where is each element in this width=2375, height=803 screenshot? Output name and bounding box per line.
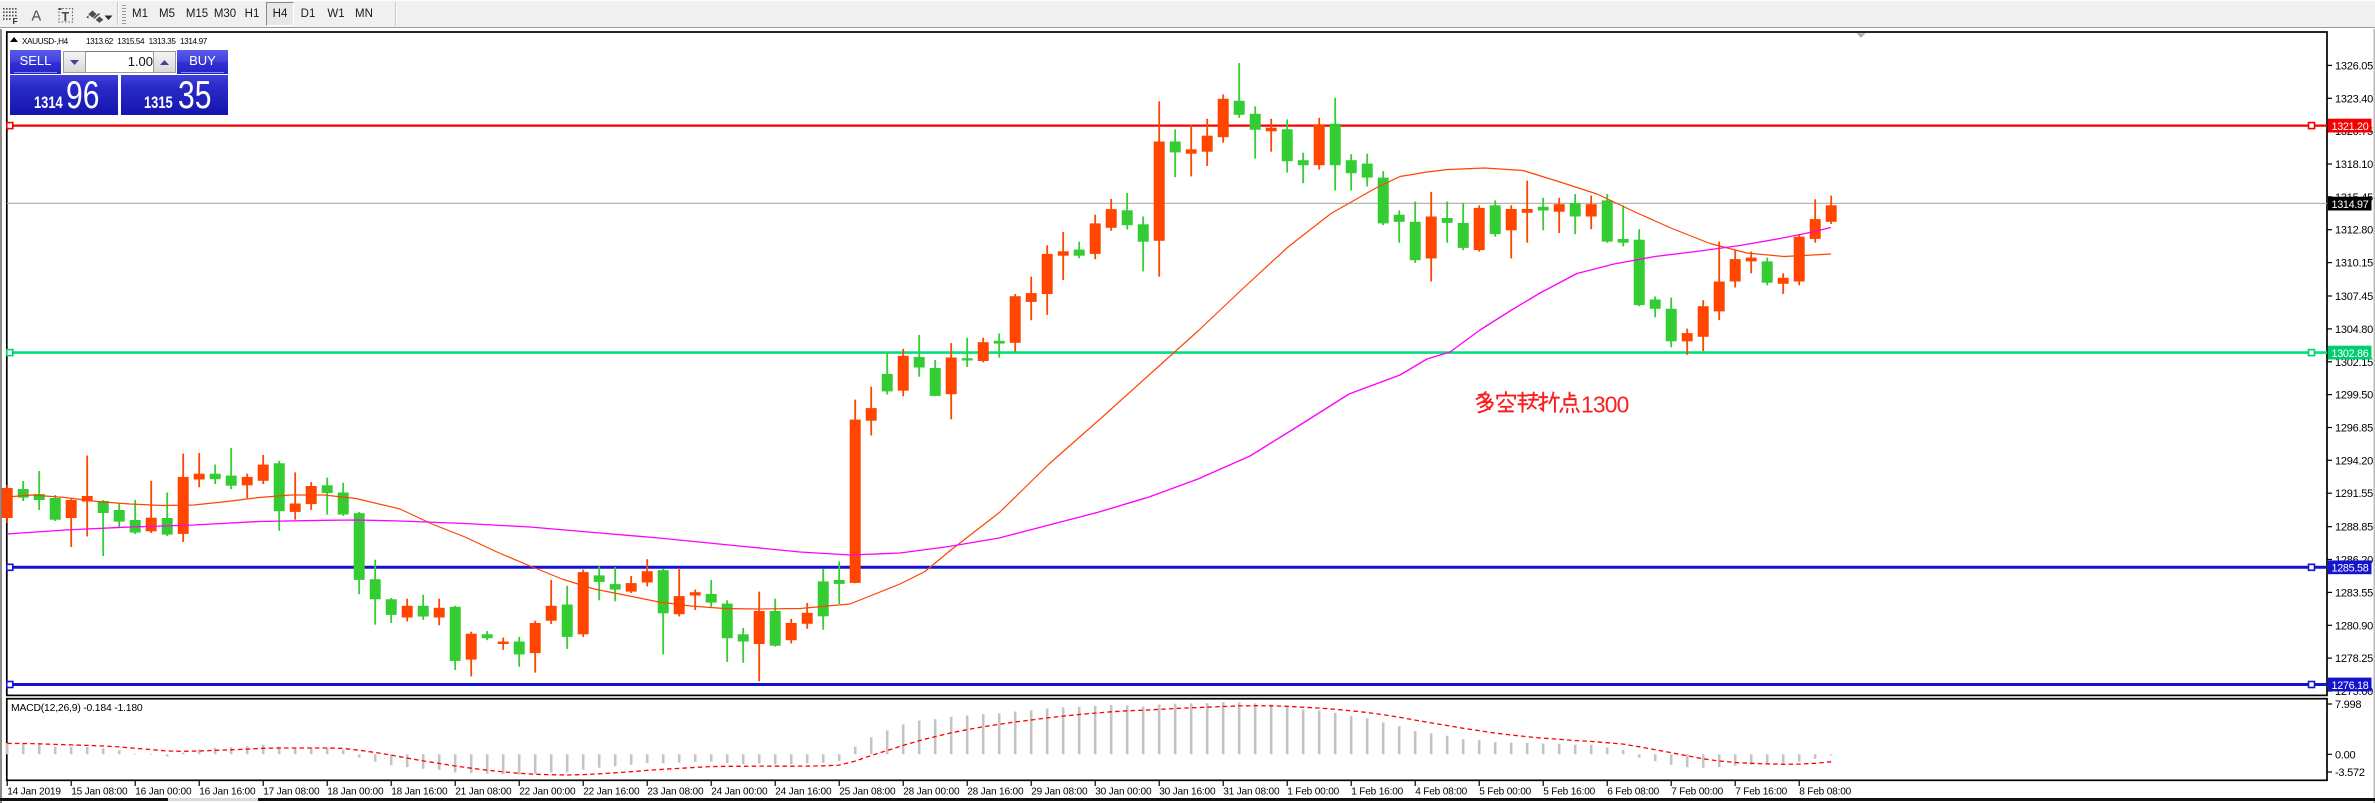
svg-text:1321.20: 1321.20: [2332, 121, 2369, 133]
svg-text:22 Jan 00:00: 22 Jan 00:00: [519, 787, 576, 798]
svg-text:1288.85: 1288.85: [2335, 522, 2373, 534]
svg-text:18 Jan 16:00: 18 Jan 16:00: [391, 787, 448, 798]
svg-text:8 Feb 08:00: 8 Feb 08:00: [1799, 787, 1851, 798]
svg-text:5 Feb 00:00: 5 Feb 00:00: [1479, 787, 1531, 798]
svg-text:30 Jan 16:00: 30 Jan 16:00: [1159, 787, 1216, 798]
svg-text:1296.85: 1296.85: [2335, 423, 2373, 435]
svg-text:MACD(12,26,9) -0.184 -1.180: MACD(12,26,9) -0.184 -1.180: [11, 703, 143, 714]
svg-text:1310.15: 1310.15: [2335, 258, 2373, 270]
svg-text:1276.18: 1276.18: [2332, 680, 2369, 692]
svg-text:14 Jan 2019: 14 Jan 2019: [7, 787, 61, 798]
svg-text:6 Feb 08:00: 6 Feb 08:00: [1607, 787, 1659, 798]
svg-text:1280.90: 1280.90: [2335, 620, 2373, 632]
svg-text:1 Feb 00:00: 1 Feb 00:00: [1287, 787, 1339, 798]
svg-text:1312.80: 1312.80: [2335, 225, 2373, 237]
svg-text:1302.86: 1302.86: [2332, 348, 2369, 360]
svg-text:A: A: [32, 9, 42, 25]
svg-text:30 Jan 00:00: 30 Jan 00:00: [1095, 787, 1152, 798]
svg-text:16 Jan 16:00: 16 Jan 16:00: [199, 787, 256, 798]
svg-text:T: T: [62, 10, 70, 24]
svg-text:1300: 1300: [1581, 392, 1629, 418]
svg-text:18 Jan 00:00: 18 Jan 00:00: [327, 787, 384, 798]
svg-text:22 Jan 16:00: 22 Jan 16:00: [583, 787, 640, 798]
svg-text:1314.97: 1314.97: [2332, 199, 2369, 211]
svg-text:28 Jan 00:00: 28 Jan 00:00: [903, 787, 960, 798]
svg-text:25 Jan 08:00: 25 Jan 08:00: [839, 787, 896, 798]
svg-text:1294.20: 1294.20: [2335, 455, 2373, 467]
svg-text:-3.572: -3.572: [2335, 767, 2365, 779]
svg-text:16 Jan 00:00: 16 Jan 00:00: [135, 787, 192, 798]
svg-text:1307.45: 1307.45: [2335, 291, 2373, 303]
svg-text:7 Feb 16:00: 7 Feb 16:00: [1735, 787, 1787, 798]
svg-text:7 Feb 00:00: 7 Feb 00:00: [1671, 787, 1723, 798]
svg-text:1299.50: 1299.50: [2335, 390, 2373, 402]
svg-text:1302.15: 1302.15: [2335, 357, 2373, 369]
svg-text:4 Feb 08:00: 4 Feb 08:00: [1415, 787, 1467, 798]
svg-text:F: F: [13, 16, 18, 26]
svg-text:1 Feb 16:00: 1 Feb 16:00: [1351, 787, 1403, 798]
svg-text:1318.10: 1318.10: [2335, 159, 2373, 171]
svg-text:31 Jan 08:00: 31 Jan 08:00: [1223, 787, 1280, 798]
svg-text:1326.05: 1326.05: [2335, 60, 2373, 72]
svg-text:24 Jan 00:00: 24 Jan 00:00: [711, 787, 768, 798]
svg-text:7.998: 7.998: [2335, 699, 2361, 711]
svg-text:1278.25: 1278.25: [2335, 653, 2373, 665]
svg-text:0.00: 0.00: [2335, 749, 2356, 761]
svg-text:1323.40: 1323.40: [2335, 93, 2373, 105]
svg-text:29 Jan 08:00: 29 Jan 08:00: [1031, 787, 1088, 798]
svg-text:15 Jan 08:00: 15 Jan 08:00: [71, 787, 128, 798]
svg-text:1304.80: 1304.80: [2335, 324, 2373, 336]
svg-text:1283.55: 1283.55: [2335, 587, 2373, 599]
svg-text:21 Jan 08:00: 21 Jan 08:00: [455, 787, 512, 798]
svg-text:24 Jan 16:00: 24 Jan 16:00: [775, 787, 832, 798]
svg-text:5 Feb 16:00: 5 Feb 16:00: [1543, 787, 1595, 798]
svg-text:23 Jan 08:00: 23 Jan 08:00: [647, 787, 704, 798]
svg-text:17 Jan 08:00: 17 Jan 08:00: [263, 787, 320, 798]
svg-text:1285.58: 1285.58: [2332, 563, 2369, 575]
svg-text:28 Jan 16:00: 28 Jan 16:00: [967, 787, 1024, 798]
svg-text:1291.55: 1291.55: [2335, 488, 2373, 500]
